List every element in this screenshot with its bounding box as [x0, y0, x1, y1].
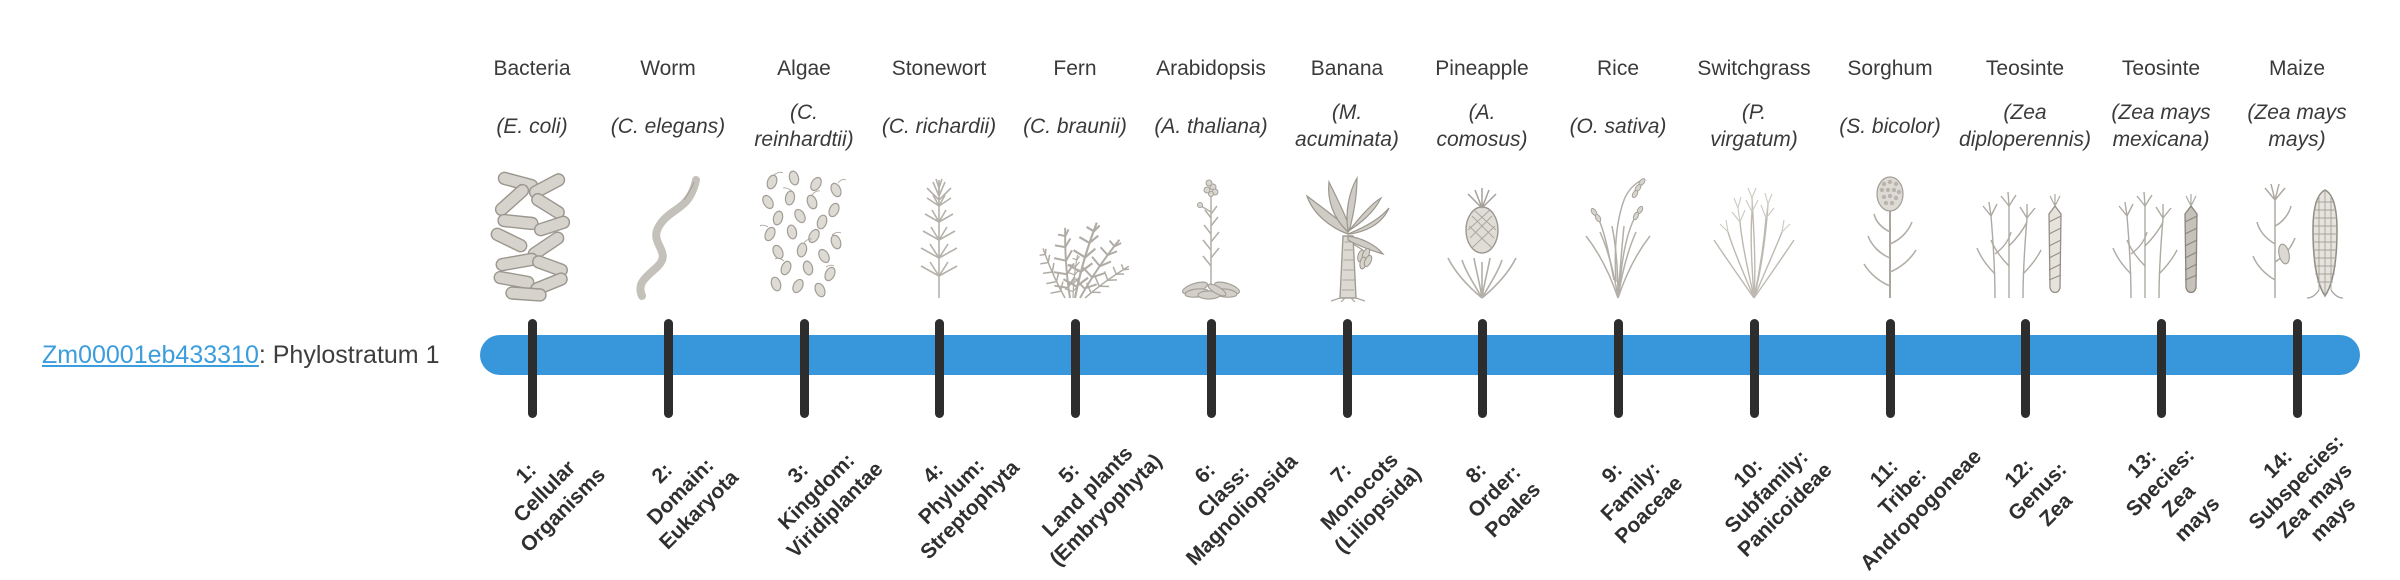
organism-sci-name: (C. elegans) [610, 114, 726, 138]
tick-mark-3 [800, 319, 809, 418]
organism-column-rice: Rice (O. sativa) [1523, 55, 1713, 157]
organism-sci-name: (S. bicolor) [1839, 114, 1941, 138]
worm-icon [608, 170, 728, 302]
tick-mark-1 [528, 319, 537, 418]
organism-sci-name: (Zea diploperennis) [1959, 101, 2091, 151]
organism-column-sorghum: Sorghum (S. bicolor) [1795, 55, 1985, 157]
organism-name: Stonewort [891, 57, 987, 80]
organism-column-banana: Banana (M. acuminata) [1252, 55, 1442, 157]
tick-mark-11 [1886, 319, 1895, 418]
organism-sci-name: (Zea mays mays) [2247, 101, 2347, 151]
stonewort-icon [879, 170, 999, 302]
organism-name: Rice [1596, 57, 1639, 80]
phylostratum-label-2: 2: Domain: Eukaryota [642, 453, 744, 555]
organism-name: Algae [777, 57, 831, 80]
algae-icon [744, 170, 864, 302]
phylostratum-label-3: 3: Kingdom: Viridiplantae [773, 448, 888, 563]
organism-sci-name: (Zea mays mexicana) [2111, 101, 2211, 151]
organism-name: Switchgrass [1697, 57, 1811, 80]
organism-name: Arabidopsis [1156, 57, 1266, 80]
arabidopsis-icon [1151, 170, 1271, 302]
organism-name: Teosinte [1985, 57, 2065, 80]
phylostratum-label-6: 6: Class: Magnoliopsida [1181, 449, 1303, 571]
phylostratum-label-10: 10: Subfamily: Panicoideae [1720, 445, 1837, 562]
phylostratum-label-4: 4: Phylum: Streptophyta [914, 454, 1024, 564]
organism-name: Pineapple [1435, 57, 1529, 80]
gene-id-link[interactable]: Zm00001eb433310 [42, 341, 259, 369]
pineapple-icon [1422, 170, 1542, 302]
switchgrass-icon [1694, 170, 1814, 302]
organism-sci-name: (O. sativa) [1569, 114, 1667, 138]
tick-mark-9 [1614, 319, 1623, 418]
organism-column-algae: Algae (C. reinhardtii) [709, 55, 899, 157]
tick-mark-13 [2157, 319, 2166, 418]
organism-sci-name: (P. virgatum) [1710, 101, 1798, 151]
organism-sci-name: (M. acuminata) [1295, 101, 1399, 151]
tick-mark-10 [1750, 319, 1759, 418]
gene-label: Zm00001eb433310: Phylostratum 1 [42, 341, 440, 370]
phylostratum-label-11: 11: Tribe: Andropogoneae [1855, 444, 1987, 576]
tick-mark-8 [1478, 319, 1487, 418]
tick-mark-6 [1207, 319, 1216, 418]
organism-name: Maize [2268, 57, 2326, 80]
tick-mark-2 [664, 319, 673, 418]
organism-column-arabidopsis: Arabidopsis (A. thaliana) [1116, 55, 1306, 157]
timeline-bar [480, 335, 2360, 375]
maize-icon [2237, 170, 2357, 302]
tick-mark-7 [1343, 319, 1352, 418]
sorghum-icon [1830, 170, 1950, 302]
organism-name: Teosinte [2121, 57, 2201, 80]
organism-name: Sorghum [1847, 57, 1933, 80]
tick-mark-5 [1071, 319, 1080, 418]
organism-sci-name: (A. comosus) [1436, 101, 1528, 151]
tick-mark-14 [2293, 319, 2302, 418]
organism-name: Fern [1053, 57, 1097, 80]
bacteria-icon [472, 170, 592, 302]
phylostratum-label-7: 7: Monocots (Liliopsida) [1316, 448, 1426, 558]
teosinte-diploperennis-icon [1965, 170, 2085, 302]
organism-column-pineapple: Pineapple (A. comosus) [1387, 55, 1577, 157]
organism-column-maize: Maize (Zea mays mays) [2202, 55, 2392, 157]
organism-sci-name: (E. coli) [496, 114, 568, 138]
organism-column-switchgrass: Switchgrass (P. virgatum) [1659, 55, 1849, 157]
organism-sci-name: (C. reinhardtii) [754, 101, 854, 151]
teosinte-mexicana-icon [2101, 170, 2221, 302]
phylostratum-label-9: 9: Family: Poaceae [1596, 457, 1688, 549]
organism-column-fern: Fern (C. braunii) [980, 55, 1170, 157]
organism-name: Bacteria [493, 57, 571, 80]
organism-sci-name: (C. braunii) [1023, 114, 1127, 138]
phylostratum-label-1: 1: Cellular Organisms [509, 456, 610, 557]
organism-name: Worm [640, 57, 696, 80]
organism-column-bacteria: Bacteria (E. coli) [437, 55, 627, 157]
organism-column-stonewort: Stonewort (C. richardii) [844, 55, 1034, 157]
organism-column-teosinte-mexicana: Teosinte (Zea mays mexicana) [2066, 55, 2256, 157]
organism-column-teosinte-diploperennis: Teosinte (Zea diploperennis) [1930, 55, 2120, 157]
rice-icon [1558, 170, 1678, 302]
organism-sci-name: (A. thaliana) [1154, 114, 1268, 138]
phylostratum-label-5: 5: Land plants (Embryophyta) [1037, 441, 1167, 571]
banana-icon [1287, 170, 1407, 303]
gene-phylostratum-text: : Phylostratum 1 [258, 341, 440, 369]
fern-icon [1015, 170, 1135, 310]
tick-mark-4 [935, 319, 944, 418]
phylostratum-label-8: 8: Order: Poales [1461, 458, 1546, 543]
tick-mark-12 [2021, 319, 2030, 418]
organism-name: Banana [1310, 57, 1384, 80]
organism-column-worm: Worm (C. elegans) [573, 55, 763, 157]
organism-sci-name: (C. richardii) [881, 114, 997, 138]
